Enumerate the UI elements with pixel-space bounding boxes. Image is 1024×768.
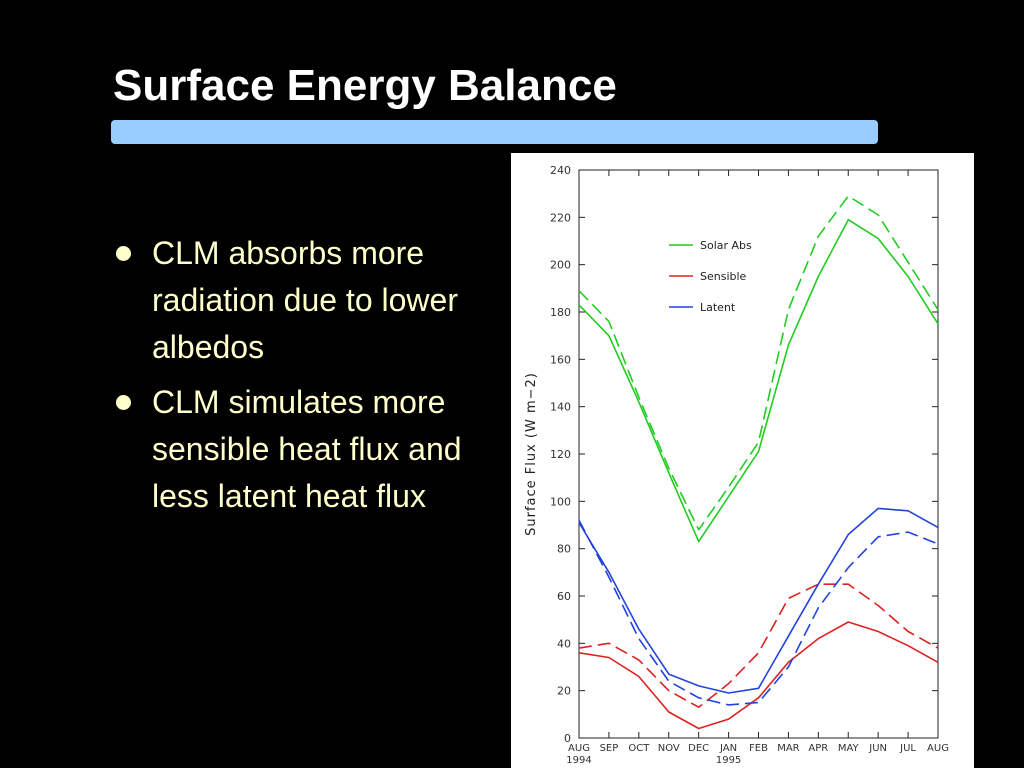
y-tick-label: 80 [557,543,571,556]
x-tick-label: AUG [568,743,590,754]
y-tick-label: 240 [550,164,571,177]
y-tick-label: 120 [550,448,571,461]
x-tick-label: MAY [838,743,860,754]
x-tick-label: FEB [749,743,768,754]
bullet-list: CLM absorbs more radiation due to lower … [112,230,502,528]
bullet-dot-icon [116,395,131,410]
slide-title: Surface Energy Balance [113,61,617,110]
y-tick-label: 140 [550,401,571,414]
title-accent-bar [111,120,878,144]
x-tick-label: DEC [688,743,709,754]
y-tick-label: 200 [550,259,571,272]
x-tick-label: JUL [899,743,916,754]
series-line-dashed-dashed [578,583,939,709]
y-tick-label: 180 [550,306,571,319]
series-line-sensible-solid [578,621,939,730]
series-line-solar-abs-solid [578,218,939,543]
y-axis-title: Surface Flux (W m−2) [524,372,539,536]
x-tick-label: SEP [600,743,619,754]
bullet-text: CLM absorbs more radiation due to lower … [152,235,458,365]
bullet-text: CLM simulates more sensible heat flux an… [152,384,462,514]
x-tick-label: JAN [719,743,737,754]
series-line-dashed-dashed [578,195,939,531]
chart-panel: 0 20 40 60 80 100 120 140 160 180 200 220 240 AUG 1994… [511,153,974,768]
flux-line-chart: 020406080100120140160180200220240AUG1994… [524,164,949,766]
legend-label: Latent [700,301,736,314]
x-tick-label: JUN [868,743,887,754]
y-tick-label: 40 [557,637,571,650]
x-tick-label: APR [808,743,828,754]
y-tick-label: 60 [557,590,571,603]
bullet-item: CLM simulates more sensible heat flux an… [112,379,502,520]
y-tick-label: 100 [550,495,571,508]
x-tick-label: NOV [658,743,680,754]
x-tick-label: OCT [628,743,650,754]
plot-frame [578,169,939,739]
bullet-dot-icon [116,246,131,261]
y-tick-label: 160 [550,353,571,366]
x-tick-sublabel: 1995 [716,755,741,766]
y-tick-label: 20 [557,685,571,698]
legend-label: Solar Abs [700,239,752,252]
x-tick-label: MAR [777,743,799,754]
series-line-dashed-dashed [578,519,939,706]
x-tick-label: AUG [927,743,949,754]
y-tick-label: 220 [550,211,571,224]
series-line-latent-solid [578,507,939,694]
y-tick-label: 0 [564,732,571,745]
x-tick-sublabel: 1994 [566,755,591,766]
bullet-item: CLM absorbs more radiation due to lower … [112,230,502,371]
legend-label: Sensible [700,270,747,283]
